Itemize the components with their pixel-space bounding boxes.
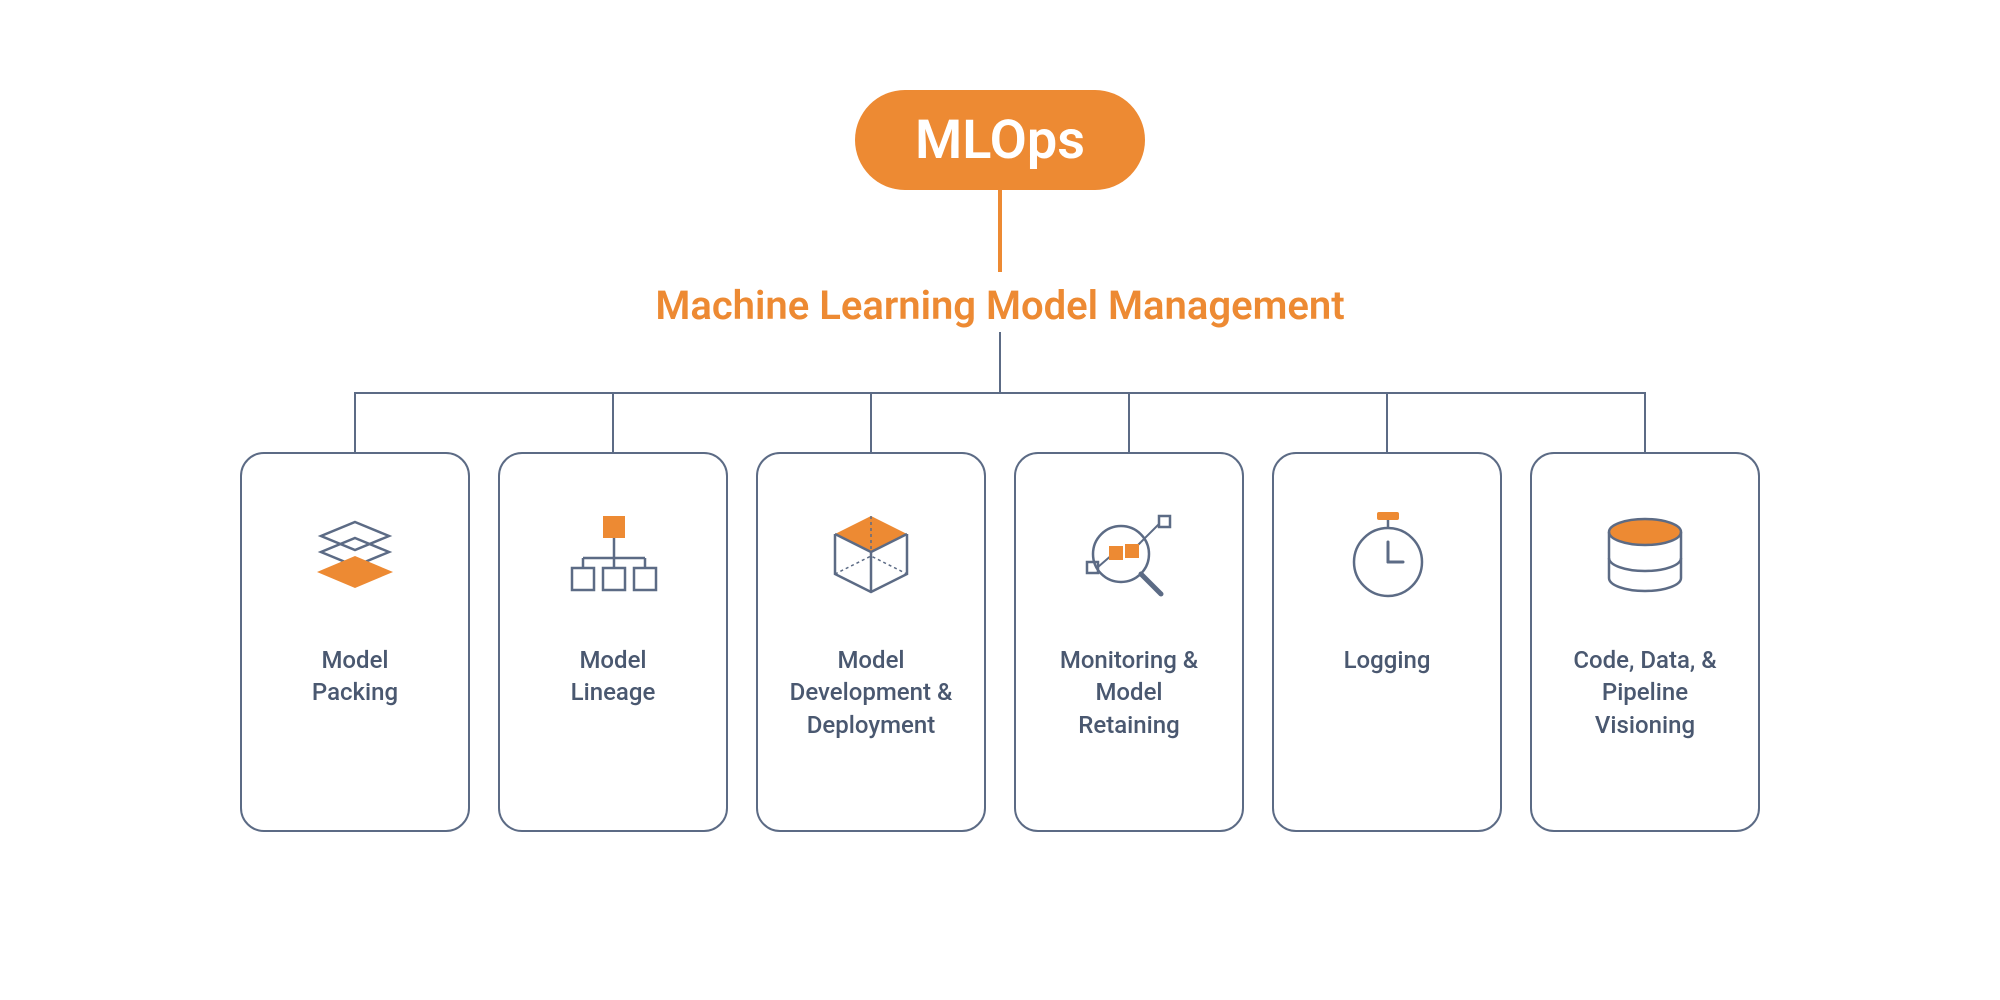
hierarchy-icon (553, 494, 673, 614)
connector-drop (1128, 392, 1130, 452)
subtitle: Machine Learning Model Management (655, 282, 1344, 329)
card-model-lineage: ModelLineage (498, 452, 728, 832)
cube-icon (811, 494, 931, 614)
card-model-packing: ModelPacking (240, 452, 470, 832)
card-label: Monitoring &ModelRetaining (1042, 644, 1216, 741)
card-label: Logging (1326, 644, 1449, 676)
database-icon (1585, 494, 1705, 614)
connector-drop (1386, 392, 1388, 452)
connector-root-to-subtitle (998, 190, 1002, 272)
card-versioning: Code, Data, &PipelineVisioning (1530, 452, 1760, 832)
cards-row: ModelPacking ModelLineage ModelDevelopment… (240, 452, 1760, 832)
subtitle-text: Machine Learning Model Management (655, 282, 1344, 329)
card-model-dev-deploy: ModelDevelopment &Deployment (756, 452, 986, 832)
card-label: ModelDevelopment &Deployment (772, 644, 971, 741)
connector-drop (870, 392, 872, 452)
connector-drop (1644, 392, 1646, 452)
card-label: ModelPacking (294, 644, 416, 709)
connector-drop (354, 392, 356, 452)
connector-bus (354, 392, 1646, 394)
card-label: ModelLineage (553, 644, 674, 709)
connector-drop (612, 392, 614, 452)
layers-icon (295, 494, 415, 614)
connector-subtitle-to-bus (999, 332, 1001, 392)
card-label: Code, Data, &PipelineVisioning (1555, 644, 1734, 741)
magnify-chart-icon (1069, 494, 1189, 614)
card-monitoring-retaining: Monitoring &ModelRetaining (1014, 452, 1244, 832)
stopwatch-icon (1327, 494, 1447, 614)
root-pill: MLOps (855, 90, 1145, 190)
root-label: MLOps (915, 109, 1085, 172)
diagram-canvas: MLOps Machine Learning Model Management … (0, 0, 2000, 1000)
card-logging: Logging (1272, 452, 1502, 832)
